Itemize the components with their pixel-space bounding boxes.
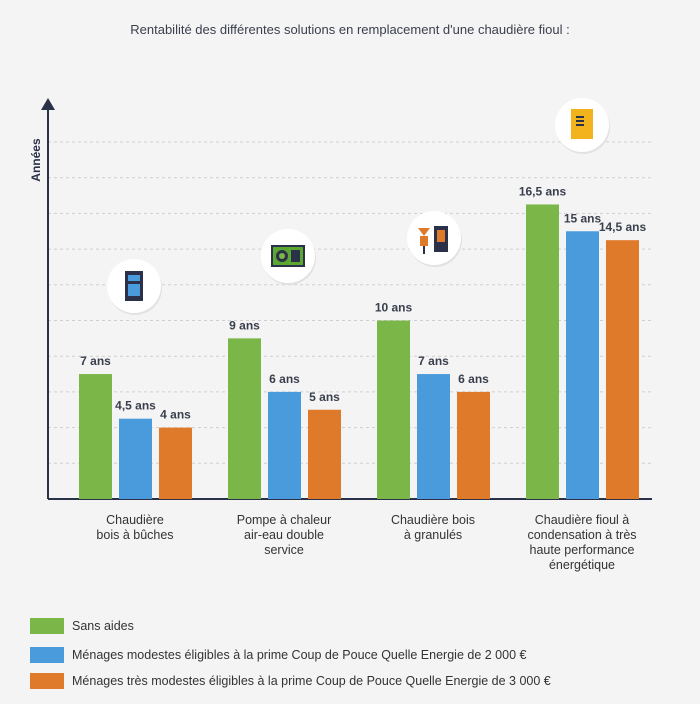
- bar: [119, 418, 152, 499]
- category-label: Chaudière fioul à condensation à très ha…: [527, 513, 637, 572]
- bar: [159, 427, 192, 499]
- bar-value-label: 7 ans: [80, 354, 111, 368]
- bar: [79, 374, 112, 499]
- bar-value-label: 9 ans: [229, 318, 260, 332]
- category-label: Pompe à chaleur air-eau double service: [236, 513, 332, 557]
- legend-label: Sans aides: [72, 619, 134, 633]
- y-axis-arrow: [41, 98, 55, 110]
- bar: [308, 409, 341, 499]
- chart-title: Rentabilité des différentes solutions en…: [130, 22, 570, 37]
- legend-swatch: [30, 647, 64, 663]
- bar: [268, 391, 301, 499]
- legend-swatch: [30, 618, 64, 634]
- bar-value-label: 4,5 ans: [115, 399, 156, 413]
- bar-value-label: 6 ans: [458, 372, 489, 386]
- bar: [566, 231, 599, 499]
- category-label: Chaudière bois à bûches: [96, 513, 174, 542]
- category-label: Chaudière bois à granulés: [390, 513, 476, 542]
- bar-value-label: 5 ans: [309, 390, 340, 404]
- bar-value-label: 4 ans: [160, 408, 191, 422]
- legend-swatch: [30, 673, 64, 689]
- legend-label: Ménages modestes éligibles à la prime Co…: [72, 648, 527, 662]
- bar: [526, 204, 559, 499]
- bar: [228, 338, 261, 499]
- legend-item: Sans aides: [30, 617, 134, 635]
- bar: [606, 240, 639, 500]
- bar-value-label: 15 ans: [564, 211, 602, 225]
- wood-log-boiler-icon: [107, 259, 162, 315]
- bar-value-label: 10 ans: [375, 301, 413, 315]
- bar-value-label: 14,5 ans: [599, 220, 647, 234]
- legend-item: Ménages modestes éligibles à la prime Co…: [30, 646, 526, 664]
- bar: [417, 374, 450, 499]
- bar-value-label: 16,5 ans: [519, 184, 567, 198]
- bar-value-label: 6 ans: [269, 372, 300, 386]
- pellet-boiler-icon: [407, 211, 462, 267]
- oil-boiler-icon: [555, 98, 610, 154]
- legend-item: Ménages très modestes éligibles à la pri…: [30, 672, 551, 690]
- bar: [457, 391, 490, 499]
- legend-label: Ménages très modestes éligibles à la pri…: [72, 674, 551, 688]
- bar: [377, 320, 410, 499]
- y-axis-label: Années: [29, 138, 43, 182]
- bar-value-label: 7 ans: [418, 354, 449, 368]
- heat-pump-icon: [261, 229, 316, 285]
